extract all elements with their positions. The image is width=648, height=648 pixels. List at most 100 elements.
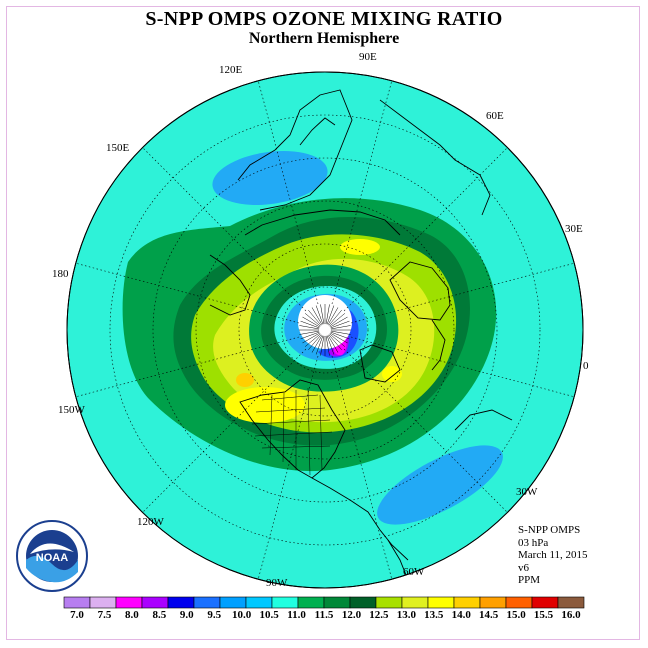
lon-label-90e: 90E	[359, 51, 377, 63]
colorbar-swatch	[505, 596, 533, 609]
colorbar-tick-label: 13.5	[424, 609, 444, 621]
cap-tick	[311, 307, 323, 325]
cap-tick	[304, 313, 321, 327]
colorbar-swatch	[479, 596, 507, 609]
lon-label-90w: 90W	[266, 577, 288, 589]
cap-tick	[328, 309, 342, 326]
colorbar-tick-label: 14.5	[479, 609, 499, 621]
cap-tick	[330, 320, 350, 329]
lon-label-30w: 30W	[516, 486, 538, 498]
cap-tick	[302, 332, 320, 344]
cap-tick	[315, 305, 324, 325]
colorbar-swatch	[115, 596, 143, 609]
meridians	[75, 80, 575, 580]
meridian-line	[331, 356, 393, 580]
lon-label-60w: 60W	[403, 566, 425, 578]
cap-tick	[329, 333, 346, 347]
map-subtitle: Northern Hemisphere	[248, 30, 400, 47]
colorbar-swatch	[167, 596, 195, 609]
lon-label-150e: 150E	[106, 142, 130, 154]
meridian-line	[142, 348, 307, 513]
cap-tick	[308, 309, 322, 326]
polar-cap-ticks	[299, 304, 351, 356]
noaa-logo: NOAA	[16, 520, 88, 592]
colorbar-tick-label: 12.0	[341, 609, 362, 621]
info-version: v6	[518, 561, 529, 574]
colorbar-swatch	[375, 596, 403, 609]
colorbar-tick-label: 11.5	[314, 609, 334, 621]
colorbar-swatch	[401, 596, 429, 609]
cap-tick	[304, 333, 321, 347]
meridian-line	[343, 147, 508, 312]
cap-tick	[299, 325, 320, 330]
colorbar-swatch	[89, 596, 117, 609]
lon-label-120w: 120W	[137, 516, 164, 528]
colorbar-swatch	[531, 596, 559, 609]
meridian-line	[142, 147, 307, 312]
cap-tick	[320, 304, 325, 325]
colorbar-swatch	[193, 596, 221, 609]
colorbar-swatch	[245, 596, 273, 609]
colorbar-tick-label: 8.5	[152, 609, 167, 621]
cap-tick	[308, 334, 322, 351]
meridian-line	[75, 262, 299, 324]
colorbar-tick-label: 14.0	[451, 609, 471, 621]
cap-tick	[330, 325, 351, 330]
colorbar-labels: 7.0 7.5 8.0 8.5 9.0 9.5 10.0 10.5 11.0 11.5 12.0 12…	[0, 609, 648, 623]
noaa-logo-text: NOAA	[36, 552, 68, 564]
cap-tick	[330, 332, 348, 344]
cap-tick	[330, 316, 348, 328]
colorbar-tick-label: 15.0	[506, 609, 526, 621]
colorbar-tick-label: 7.5	[97, 609, 112, 621]
colorbar-tick-label: 11.0	[287, 609, 306, 621]
lon-label-0: 0	[583, 360, 589, 372]
info-units: PPM	[518, 574, 541, 586]
state-borders	[251, 387, 333, 476]
cap-tick	[329, 313, 346, 327]
colorbar-tick-label: 13.0	[396, 609, 416, 621]
info-date: March 11, 2015	[518, 549, 588, 561]
cap-tick	[315, 335, 324, 355]
colorbar-tick-label: 9.5	[207, 609, 222, 621]
cap-tick	[300, 320, 320, 329]
cap-tick	[327, 335, 339, 353]
cap-tick	[300, 331, 320, 340]
info-instrument: S-NPP OMPS	[518, 524, 581, 536]
colorbar-swatch	[427, 596, 455, 609]
cap-tick	[326, 335, 335, 355]
lon-label-180: 180	[52, 268, 69, 280]
colorbar-swatch	[63, 596, 91, 609]
colorbar-swatch	[271, 596, 299, 609]
map-title: S-NPP OMPS OZONE MIXING RATIO	[145, 8, 503, 30]
colorbar-swatch	[297, 596, 325, 609]
meridian-line	[257, 356, 319, 580]
meridian-line	[343, 348, 508, 513]
cap-tick	[327, 307, 339, 325]
colorbar	[63, 596, 585, 609]
info-block: S-NPP OMPS 03 hPa March 11, 2015 v6 PPM	[518, 524, 588, 587]
cap-tick	[326, 305, 335, 325]
cap-tick	[328, 334, 342, 351]
cap-tick	[302, 316, 320, 328]
cap-tick	[299, 330, 320, 335]
cap-tick	[330, 330, 351, 335]
meridian-line	[75, 336, 299, 398]
colorbar-swatch	[219, 596, 247, 609]
lon-label-30e: 30E	[565, 223, 583, 235]
colorbar-swatch	[141, 596, 169, 609]
colorbar-tick-label: 15.5	[533, 609, 554, 621]
colorbar-tick-label: 9.0	[179, 609, 194, 621]
meridian-line	[257, 80, 319, 304]
colorbar-swatch	[323, 596, 351, 609]
cap-tick	[330, 331, 350, 340]
colorbar-tick-label: 10.0	[232, 609, 252, 621]
info-level: 03 hPa	[518, 536, 549, 549]
colorbar-swatch	[557, 596, 585, 609]
coastlines	[209, 89, 513, 586]
meridian-line	[351, 336, 575, 398]
plot-frame	[6, 6, 640, 640]
colorbar-tick-label: 16.0	[561, 609, 581, 621]
colorbar-tick-label: 8.0	[125, 609, 139, 621]
colorbar-swatch	[349, 596, 377, 609]
